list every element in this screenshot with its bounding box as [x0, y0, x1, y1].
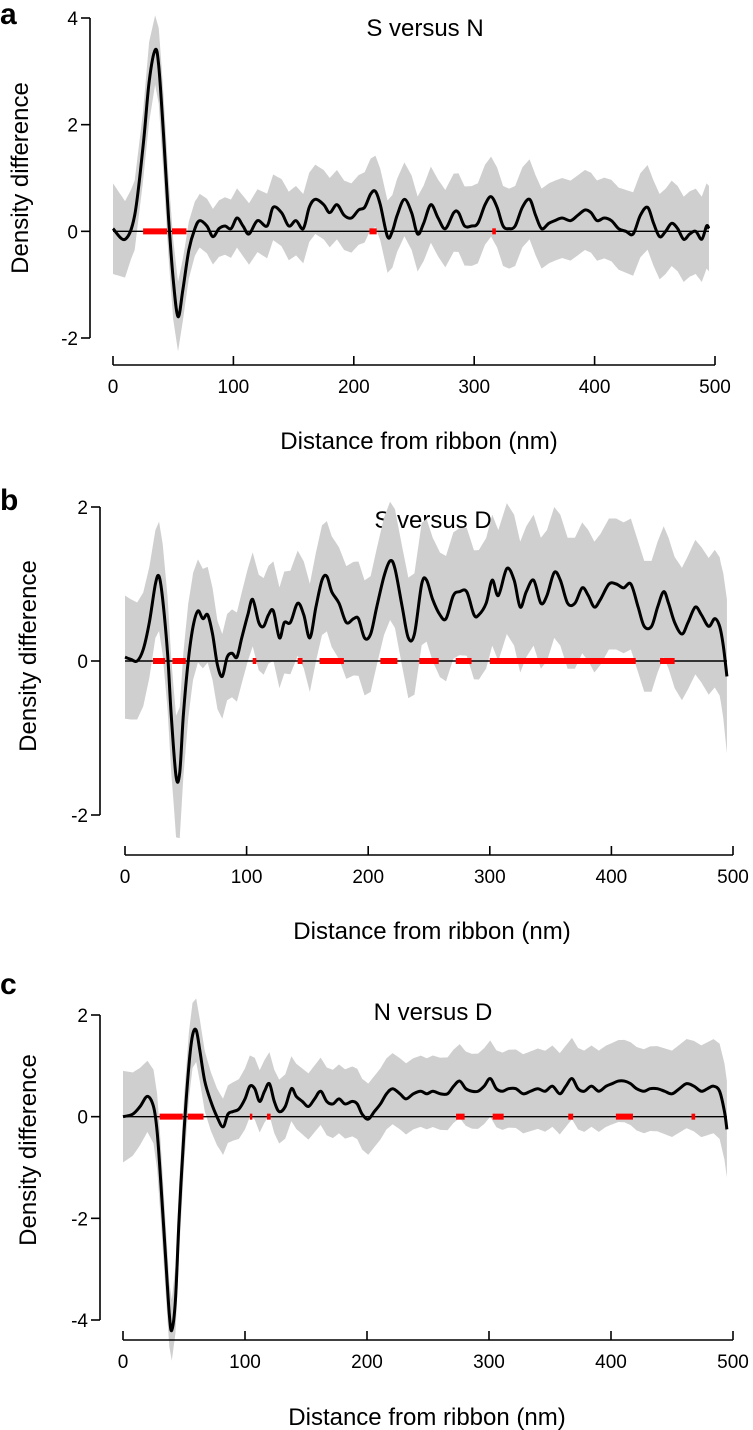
- x-tick-label-b-3: 300: [474, 867, 506, 888]
- axes-b: -2 0 2 0 100 200 300 400 500: [71, 498, 749, 888]
- x-tick-label-a-0: 0: [108, 377, 119, 398]
- y-tick-label-a-1: 0: [67, 222, 78, 243]
- y-tick-label-c-0: -4: [71, 1311, 88, 1332]
- x-axis-label-b: Distance from ribbon (nm): [293, 918, 570, 945]
- panel-letter-c: c: [0, 968, 17, 1001]
- x-tick-label-b-0: 0: [120, 867, 131, 888]
- mean-line-c: [122, 1027, 729, 1333]
- y-tick-label-b-2: 2: [77, 498, 88, 519]
- x-tick-label-a-1: 100: [218, 377, 250, 398]
- x-tick-label-c-2: 200: [351, 1352, 383, 1373]
- x-tick-label-c-0: 0: [118, 1352, 129, 1373]
- x-tick-label-a-3: 300: [458, 377, 490, 398]
- x-tick-label-b-1: 100: [231, 867, 263, 888]
- axes-a: -2 0 2 4 0 100 200 300 400 500: [61, 9, 731, 398]
- x-axis-label-a: Distance from ribbon (nm): [280, 428, 557, 455]
- confidence-band-area-c: [123, 998, 727, 1361]
- x-tick-label-c-4: 400: [595, 1352, 627, 1373]
- confidence-band-c: [123, 998, 727, 1361]
- confidence-band-b: [125, 501, 727, 839]
- y-tick-label-b-0: -2: [71, 806, 88, 827]
- x-tick-label-b-4: 400: [596, 867, 628, 888]
- panel-letter-a: a: [0, 0, 17, 31]
- y-tick-label-a-2: 2: [67, 116, 78, 137]
- x-tick-label-c-3: 300: [473, 1352, 505, 1373]
- x-tick-label-a-5: 500: [699, 377, 731, 398]
- chart-title-c: N versus D: [374, 999, 493, 1026]
- panel-c: c N versus D Density difference Distance…: [0, 968, 749, 1430]
- y-tick-label-a-3: 4: [67, 9, 78, 30]
- y-axis-label-c: Density difference: [15, 1054, 42, 1246]
- axes-c: -4 -2 0 2 0 100 200 300 400 500: [71, 1006, 749, 1373]
- confidence-band-area-b: [125, 501, 727, 839]
- x-tick-label-c-5: 500: [717, 1352, 749, 1373]
- x-axis-label-c: Distance from ribbon (nm): [288, 1404, 565, 1430]
- panel-a: a S versus N Density difference Distance…: [0, 0, 731, 455]
- x-tick-label-a-2: 200: [338, 377, 370, 398]
- y-axis-label-b: Density difference: [15, 560, 42, 752]
- mean-curve-a: [111, 47, 711, 319]
- x-tick-label-b-5: 500: [717, 867, 749, 888]
- mean-line-a: [111, 47, 711, 319]
- x-tick-label-b-2: 200: [352, 867, 384, 888]
- mean-curve-c: [122, 1027, 729, 1333]
- y-tick-label-c-3: 2: [77, 1006, 88, 1027]
- mean-line-b: [124, 558, 729, 784]
- y-tick-label-c-2: 0: [77, 1108, 88, 1129]
- chart-title-a: S versus N: [366, 15, 483, 42]
- x-tick-label-c-1: 100: [229, 1352, 261, 1373]
- confidence-band-area-a: [113, 15, 709, 352]
- y-tick-label-b-1: 0: [77, 652, 88, 673]
- panel-letter-b: b: [0, 484, 18, 517]
- x-tick-label-a-4: 400: [579, 377, 611, 398]
- y-tick-label-c-1: -2: [71, 1209, 88, 1230]
- y-axis-label-a: Density difference: [7, 82, 34, 274]
- y-tick-label-a-0: -2: [61, 329, 78, 350]
- confidence-band-a: [113, 15, 709, 352]
- mean-curve-b: [124, 558, 729, 784]
- panel-b: b S versus D Density difference Distance…: [0, 484, 749, 945]
